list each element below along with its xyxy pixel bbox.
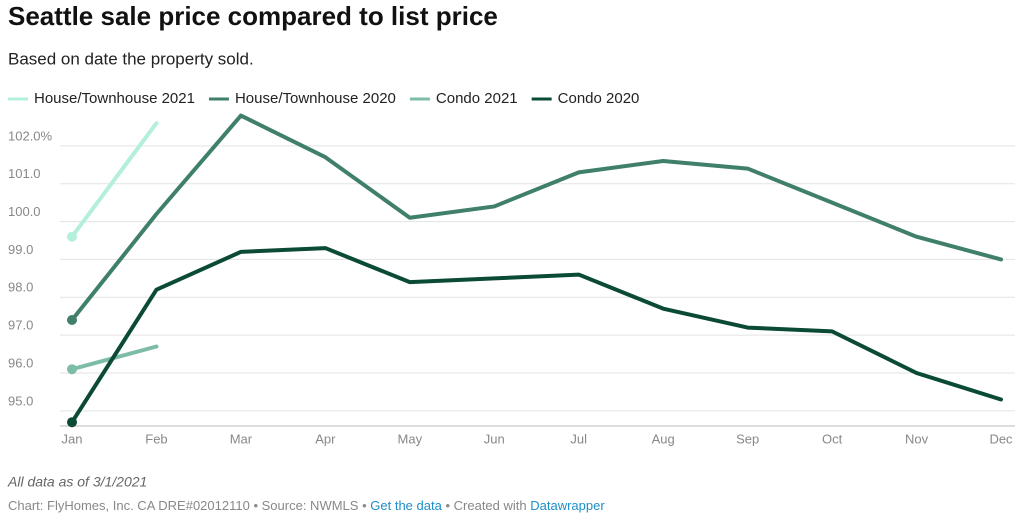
x-tick-label: Jan	[62, 431, 83, 446]
x-tick-label: Mar	[230, 431, 253, 446]
x-tick-label: Nov	[905, 431, 929, 446]
y-tick-label: 100.0	[8, 204, 41, 219]
series-line	[70, 246, 1003, 425]
x-tick-label: Jul	[570, 431, 587, 446]
start-dot	[67, 364, 77, 375]
x-tick-label: Jun	[484, 431, 505, 446]
created-with: Created with	[454, 498, 527, 513]
start-dot	[67, 417, 77, 428]
x-tick-label: May	[398, 431, 423, 446]
datawrapper-link[interactable]: Datawrapper	[530, 498, 605, 513]
legend-label: Condo 2020	[558, 90, 640, 107]
x-tick-label: Aug	[652, 431, 675, 446]
footer-note: All data as of 3/1/2021	[7, 474, 147, 490]
credit: Chart: FlyHomes, Inc. CA DRE#02012110	[8, 498, 250, 513]
start-dot	[67, 315, 77, 325]
x-tick-label: Oct	[822, 431, 843, 446]
y-tick-label: 97.0	[8, 318, 33, 333]
source: Source: NWMLS	[262, 498, 359, 513]
chart-subtitle: Based on date the property sold.	[8, 49, 254, 68]
x-tick-label: Apr	[315, 431, 336, 446]
x-tick-label: Feb	[145, 431, 167, 446]
legend-label: Condo 2021	[436, 90, 518, 107]
get-data-link[interactable]: Get the data	[370, 498, 442, 513]
footer-credit: Chart: FlyHomes, Inc. CA DRE#02012110 • …	[8, 498, 605, 513]
separator: •	[362, 498, 367, 513]
y-tick-label: 96.0	[8, 355, 33, 370]
series-line	[70, 121, 159, 239]
chart-title: Seattle sale price compared to list pric…	[8, 1, 498, 31]
start-dot	[67, 231, 77, 242]
series-line	[70, 113, 1003, 322]
separator: •	[445, 498, 450, 513]
y-tick-label: 99.0	[8, 242, 33, 257]
y-tick-label: 95.0	[8, 393, 33, 408]
separator: •	[253, 498, 258, 513]
y-tick-label: 101.0	[8, 166, 41, 181]
x-tick-label: Dec	[989, 431, 1013, 446]
legend-label: House/Townhouse 2020	[235, 90, 396, 107]
legend-label: House/Townhouse 2021	[34, 90, 195, 107]
y-tick-label: 102.0%	[8, 128, 53, 143]
y-tick-label: 98.0	[8, 280, 33, 295]
x-tick-label: Sep	[736, 431, 759, 446]
